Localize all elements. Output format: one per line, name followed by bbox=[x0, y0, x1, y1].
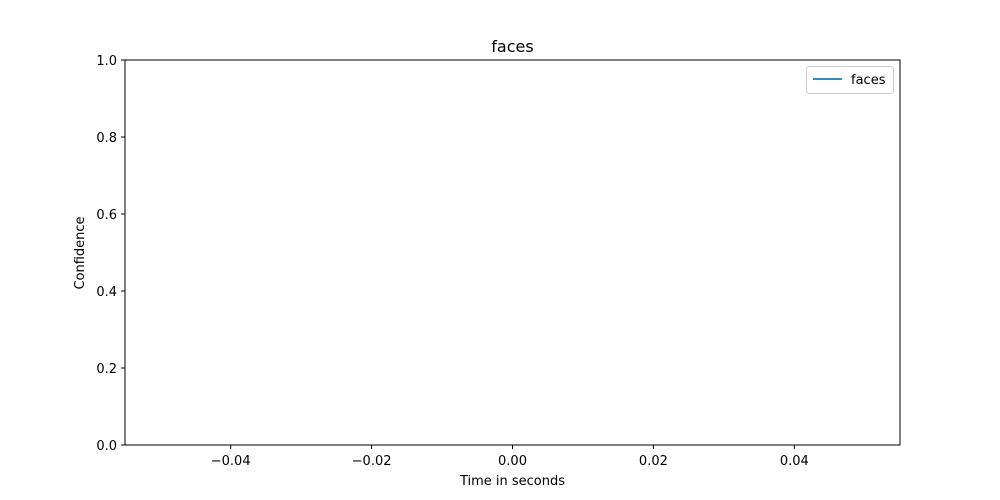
x-tick-label: 0.00 bbox=[498, 454, 527, 469]
y-tick-label: 0.8 bbox=[96, 131, 117, 146]
x-tick-label: −0.02 bbox=[352, 454, 392, 469]
y-tick-label: 0.6 bbox=[96, 208, 117, 223]
x-tick-label: −0.04 bbox=[211, 454, 251, 469]
plot-area bbox=[124, 59, 901, 446]
legend: faces bbox=[806, 66, 894, 94]
y-axis-label: Confidence bbox=[73, 216, 88, 289]
x-axis-ticks: −0.04 −0.02 0.00 0.02 0.04 bbox=[211, 445, 809, 469]
y-tick-label: 0.0 bbox=[96, 439, 117, 454]
legend-label: faces bbox=[851, 73, 886, 88]
y-tick-label: 0.2 bbox=[96, 362, 117, 377]
y-tick-label: 0.4 bbox=[96, 285, 117, 300]
chart-title: faces bbox=[491, 37, 533, 56]
legend-box bbox=[806, 66, 894, 94]
y-axis-ticks: 0.0 0.2 0.4 0.6 0.8 1.0 bbox=[96, 54, 125, 454]
x-tick-label: 0.04 bbox=[780, 454, 809, 469]
x-axis-label: Time in seconds bbox=[459, 474, 565, 489]
y-tick-label: 1.0 bbox=[96, 54, 117, 69]
x-tick-label: 0.02 bbox=[639, 454, 668, 469]
